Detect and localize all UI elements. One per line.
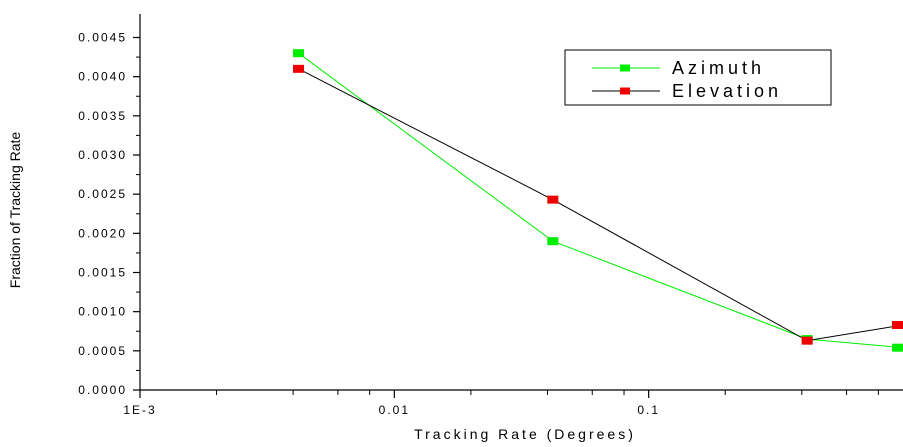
y-tick-label: 0.0030 [78, 148, 127, 162]
data-point-elevation [293, 64, 305, 73]
legend-label-azimuth: Azimuth [672, 58, 765, 78]
data-point-elevation [801, 336, 813, 345]
x-axis-ticks: 1E-3 0.01 0.1 [123, 390, 879, 417]
y-tick-label: 0.0020 [78, 226, 127, 240]
legend: Azimuth Elevation [564, 49, 832, 106]
legend-label-elevation: Elevation [672, 81, 782, 101]
x-tick-label: 0.01 [379, 403, 410, 417]
x-tick-label: 0.1 [637, 403, 660, 417]
y-tick-label: 0.0045 [78, 31, 127, 45]
series-layer [293, 49, 903, 352]
y-tick-label: 0.0025 [78, 187, 127, 201]
data-point-azimuth [547, 237, 559, 246]
y-tick-label: 0.0000 [78, 383, 127, 397]
legend-marker-elevation [620, 87, 630, 95]
y-tick-label: 0.0035 [78, 109, 127, 123]
data-point-azimuth [892, 343, 903, 352]
y-tick-label: 0.0040 [78, 70, 127, 84]
data-point-elevation [892, 320, 903, 329]
legend-marker-azimuth [620, 64, 630, 72]
x-tick-label: 1E-3 [123, 403, 156, 417]
y-axis-ticks: 0.0000 0.0005 0.0010 0.0015 0.0020 0.0025 0.00… [78, 31, 140, 397]
y-tick-label: 0.0010 [78, 305, 127, 319]
y-tick-label: 0.0005 [78, 344, 127, 358]
y-axis-title: Fraction of Tracking Rate [7, 132, 23, 289]
series-line-elevation [298, 68, 903, 342]
legend-box [564, 49, 832, 106]
data-point-azimuth [293, 49, 305, 58]
y-tick-label: 0.0015 [78, 266, 127, 280]
x-axis-title: Tracking Rate (Degrees) [414, 426, 636, 442]
series-line-azimuth [298, 52, 903, 349]
data-point-elevation [547, 195, 559, 204]
